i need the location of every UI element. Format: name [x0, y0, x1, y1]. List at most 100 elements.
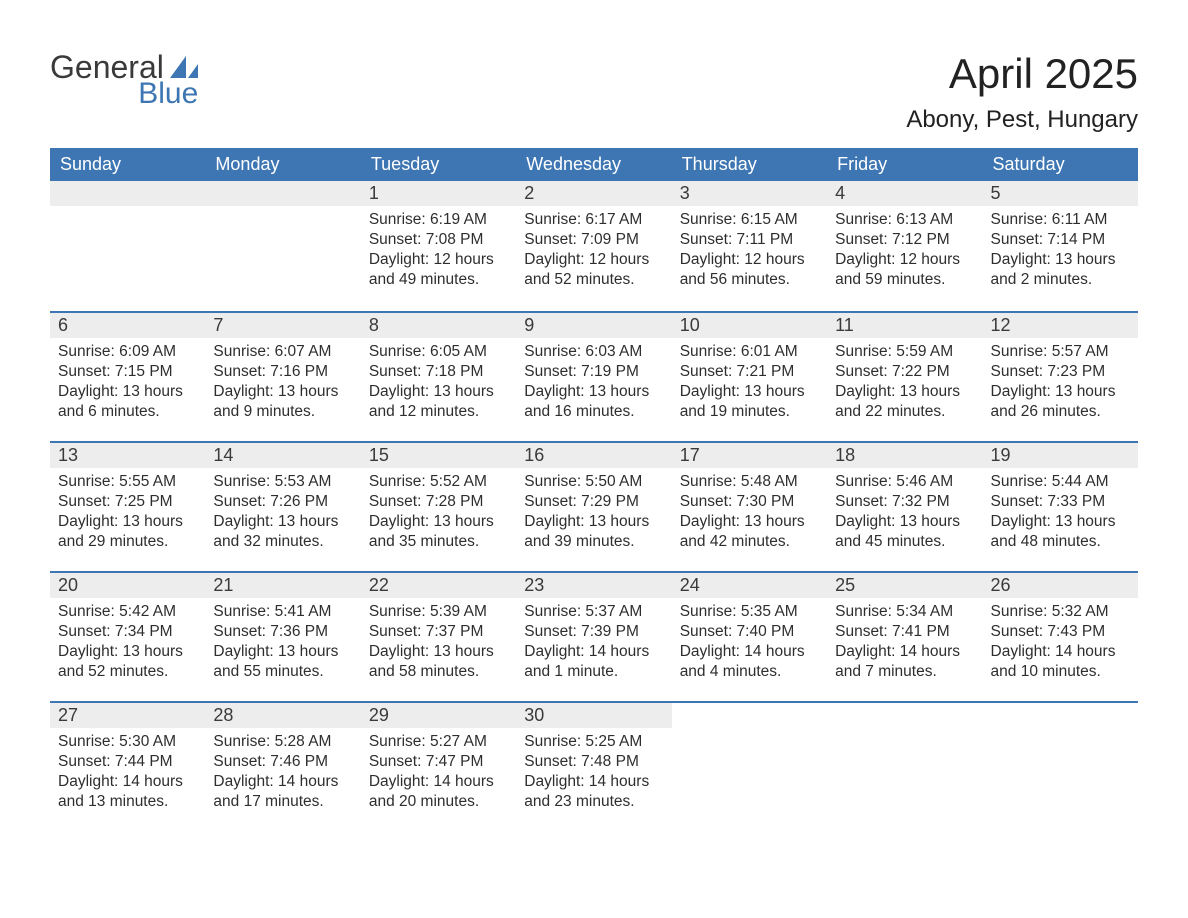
day-sunrise: Sunrise: 5:53 AM — [213, 472, 352, 492]
day-sunset: Sunset: 7:47 PM — [369, 752, 508, 772]
day-daylight1: Daylight: 13 hours — [991, 250, 1130, 270]
day-cell: 14Sunrise: 5:53 AMSunset: 7:26 PMDayligh… — [205, 443, 360, 571]
day-sunrise: Sunrise: 6:19 AM — [369, 210, 508, 230]
day-body: Sunrise: 5:32 AMSunset: 7:43 PMDaylight:… — [991, 602, 1130, 683]
weekday-header: Friday — [827, 148, 982, 181]
day-cell — [205, 181, 360, 311]
day-sunset: Sunset: 7:11 PM — [680, 230, 819, 250]
day-cell: 1Sunrise: 6:19 AMSunset: 7:08 PMDaylight… — [361, 181, 516, 311]
day-sunrise: Sunrise: 5:42 AM — [58, 602, 197, 622]
day-sunset: Sunset: 7:43 PM — [991, 622, 1130, 642]
day-number: 12 — [983, 313, 1138, 338]
day-sunset: Sunset: 7:34 PM — [58, 622, 197, 642]
day-cell: 2 Sunrise: 6:17 AMSunset: 7:09 PMDaylight… — [516, 181, 671, 311]
day-sunrise: Sunrise: 5:25 AM — [524, 732, 663, 752]
day-number — [827, 703, 982, 728]
day-number: 5 — [983, 181, 1138, 206]
day-number: 23 — [516, 573, 671, 598]
day-body: Sunrise: 6:09 AMSunset: 7:15 PMDaylight:… — [58, 342, 197, 423]
day-cell: 26Sunrise: 5:32 AMSunset: 7:43 PMDayligh… — [983, 573, 1138, 701]
day-sunset: Sunset: 7:46 PM — [213, 752, 352, 772]
day-sunset: Sunset: 7:33 PM — [991, 492, 1130, 512]
day-sunrise: Sunrise: 5:35 AM — [680, 602, 819, 622]
weekday-header: Saturday — [983, 148, 1138, 181]
day-daylight1: Daylight: 13 hours — [58, 382, 197, 402]
day-sunrise: Sunrise: 5:50 AM — [524, 472, 663, 492]
day-daylight1: Daylight: 13 hours — [991, 382, 1130, 402]
day-sunset: Sunset: 7:14 PM — [991, 230, 1130, 250]
day-body: Sunrise: 6:13 AMSunset: 7:12 PMDaylight:… — [835, 210, 974, 291]
day-daylight1: Daylight: 12 hours — [835, 250, 974, 270]
day-sunrise: Sunrise: 6:03 AM — [524, 342, 663, 362]
day-body: Sunrise: 5:25 AMSunset: 7:48 PMDaylight:… — [524, 732, 663, 813]
day-sunrise: Sunrise: 5:32 AM — [991, 602, 1130, 622]
week-row: 27Sunrise: 5:30 AMSunset: 7:44 PMDayligh… — [50, 701, 1138, 831]
day-body: Sunrise: 6:05 AMSunset: 7:18 PMDaylight:… — [369, 342, 508, 423]
day-daylight2: and 10 minutes. — [991, 662, 1130, 682]
day-sunrise: Sunrise: 5:46 AM — [835, 472, 974, 492]
day-body: Sunrise: 5:50 AMSunset: 7:29 PMDaylight:… — [524, 472, 663, 553]
weekday-header: Tuesday — [361, 148, 516, 181]
day-cell: 21Sunrise: 5:41 AMSunset: 7:36 PMDayligh… — [205, 573, 360, 701]
day-number: 18 — [827, 443, 982, 468]
day-sunrise: Sunrise: 5:41 AM — [213, 602, 352, 622]
day-number: 2 — [516, 181, 671, 206]
day-cell: 15Sunrise: 5:52 AMSunset: 7:28 PMDayligh… — [361, 443, 516, 571]
day-daylight2: and 32 minutes. — [213, 532, 352, 552]
day-daylight1: Daylight: 14 hours — [991, 642, 1130, 662]
day-sunset: Sunset: 7:40 PM — [680, 622, 819, 642]
day-daylight1: Daylight: 14 hours — [680, 642, 819, 662]
day-daylight1: Daylight: 14 hours — [213, 772, 352, 792]
day-sunset: Sunset: 7:16 PM — [213, 362, 352, 382]
day-number — [983, 703, 1138, 728]
day-cell — [672, 703, 827, 831]
day-sunrise: Sunrise: 5:57 AM — [991, 342, 1130, 362]
day-daylight2: and 6 minutes. — [58, 402, 197, 422]
day-cell: 17 Sunrise: 5:48 AMSunset: 7:30 PMDayligh… — [672, 443, 827, 571]
day-sunrise: Sunrise: 5:28 AM — [213, 732, 352, 752]
day-body: Sunrise: 5:48 AMSunset: 7:30 PMDaylight:… — [680, 472, 819, 553]
day-cell: 23Sunrise: 5:37 AMSunset: 7:39 PMDayligh… — [516, 573, 671, 701]
day-sunset: Sunset: 7:18 PM — [369, 362, 508, 382]
day-sunrise: Sunrise: 5:39 AM — [369, 602, 508, 622]
day-number: 13 — [50, 443, 205, 468]
day-daylight2: and 19 minutes. — [680, 402, 819, 422]
day-number — [50, 181, 205, 206]
day-daylight2: and 42 minutes. — [680, 532, 819, 552]
day-body: Sunrise: 5:59 AMSunset: 7:22 PMDaylight:… — [835, 342, 974, 423]
day-daylight1: Daylight: 13 hours — [58, 512, 197, 532]
day-daylight1: Daylight: 13 hours — [991, 512, 1130, 532]
day-sunset: Sunset: 7:32 PM — [835, 492, 974, 512]
day-sunset: Sunset: 7:48 PM — [524, 752, 663, 772]
day-sunrise: Sunrise: 6:07 AM — [213, 342, 352, 362]
day-number: 17 — [672, 443, 827, 468]
day-daylight2: and 16 minutes. — [524, 402, 663, 422]
day-number: 21 — [205, 573, 360, 598]
day-daylight1: Daylight: 13 hours — [524, 512, 663, 532]
day-number: 1 — [361, 181, 516, 206]
day-cell: 18Sunrise: 5:46 AMSunset: 7:32 PMDayligh… — [827, 443, 982, 571]
day-sunset: Sunset: 7:08 PM — [369, 230, 508, 250]
day-sunrise: Sunrise: 6:13 AM — [835, 210, 974, 230]
day-number: 22 — [361, 573, 516, 598]
day-sunset: Sunset: 7:28 PM — [369, 492, 508, 512]
day-daylight1: Daylight: 13 hours — [369, 642, 508, 662]
week-row: 20 Sunrise: 5:42 AMSunset: 7:34 PM Dayligh… — [50, 571, 1138, 701]
day-daylight2: and 13 minutes. — [58, 792, 197, 812]
day-sunset: Sunset: 7:36 PM — [213, 622, 352, 642]
day-daylight1: Daylight: 14 hours — [524, 772, 663, 792]
day-body: Sunrise: 6:17 AMSunset: 7:09 PMDaylight:… — [524, 210, 663, 291]
day-daylight1: Daylight: 13 hours — [369, 382, 508, 402]
day-body: Sunrise: 5:44 AMSunset: 7:33 PMDaylight:… — [991, 472, 1130, 553]
calendar-page: General Blue April 2025 Abony, Pest, Hun… — [0, 0, 1188, 871]
day-daylight1: Daylight: 13 hours — [213, 512, 352, 532]
day-sunrise: Sunrise: 5:48 AM — [680, 472, 819, 492]
day-sunrise: Sunrise: 6:17 AM — [524, 210, 663, 230]
day-daylight1: Daylight: 13 hours — [524, 382, 663, 402]
day-cell: 3Sunrise: 6:15 AMSunset: 7:11 PMDaylight… — [672, 181, 827, 311]
weekday-header: Thursday — [672, 148, 827, 181]
day-number: 20 — [50, 573, 205, 598]
day-cell: 22Sunrise: 5:39 AMSunset: 7:37 PMDayligh… — [361, 573, 516, 701]
day-daylight1: Daylight: 13 hours — [213, 382, 352, 402]
day-cell — [983, 703, 1138, 831]
